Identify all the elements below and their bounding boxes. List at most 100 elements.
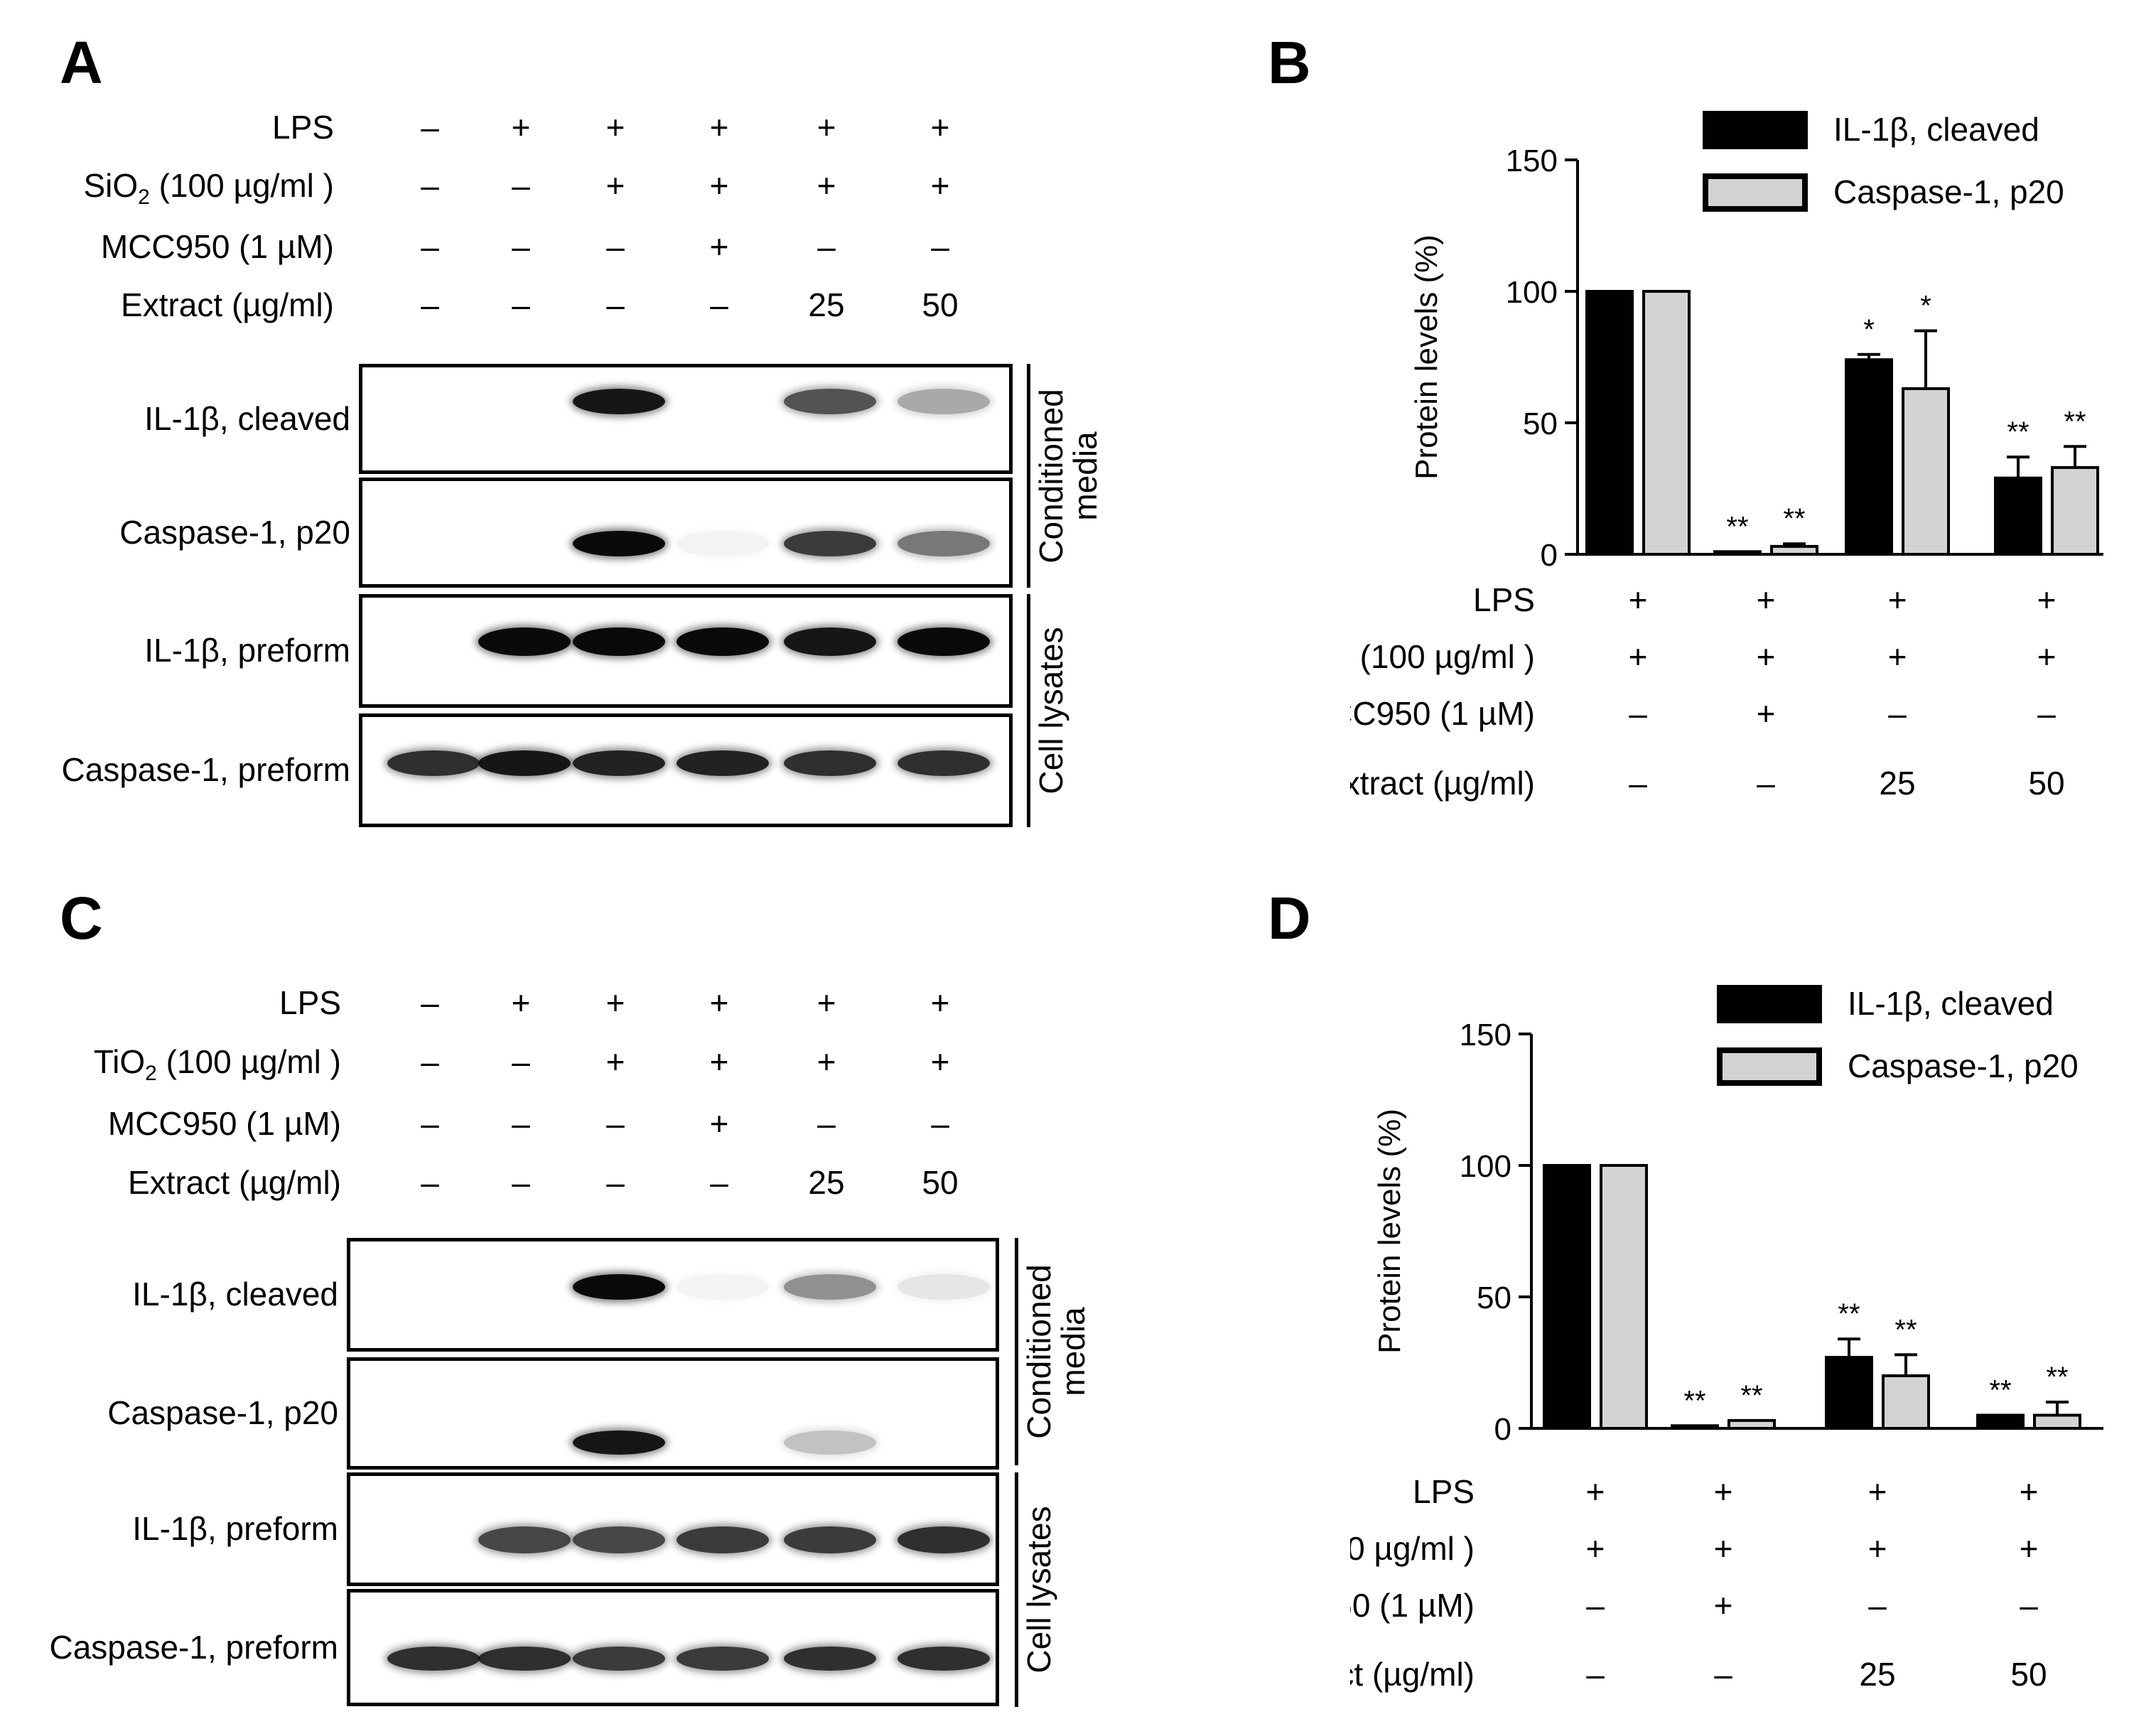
condition-value: 50 — [922, 286, 959, 323]
condition-value: + — [605, 167, 625, 204]
legend-swatch — [1717, 985, 1822, 1023]
condition-value: – — [931, 228, 949, 265]
condition-value: + — [1714, 1587, 1733, 1624]
blot-band — [898, 1646, 990, 1671]
blot-strip — [347, 1238, 999, 1352]
condition-value: + — [2020, 1473, 2039, 1510]
blot-band — [898, 530, 990, 556]
blot-band — [898, 1526, 990, 1553]
legend-swatch — [1703, 111, 1808, 149]
condition-value: + — [816, 1043, 836, 1080]
condition-label: LPS — [1413, 1473, 1475, 1510]
condition-label: MCC950 (1 µM) — [1350, 1587, 1475, 1624]
condition-value: 50 — [2028, 765, 2064, 802]
blot-band — [784, 1646, 876, 1671]
blot-band — [677, 750, 769, 776]
condition-value: 25 — [808, 286, 845, 323]
legend-label: IL-1β, cleaved — [1833, 111, 2039, 148]
blot-strip — [347, 1357, 999, 1470]
blot-band — [784, 388, 876, 414]
condition-label: LPS — [279, 984, 341, 1021]
condition-value: – — [606, 228, 625, 265]
blot-band — [677, 1646, 769, 1671]
blot-band — [478, 1646, 571, 1671]
condition-value: 50 — [2010, 1656, 2047, 1693]
significance-label: ** — [1740, 1380, 1762, 1411]
condition-value: 25 — [1879, 765, 1915, 802]
condition-value: + — [1586, 1473, 1605, 1510]
blot-band — [478, 750, 571, 776]
condition-label: MCC950 (1 µM) — [107, 1105, 341, 1142]
condition-value: + — [1757, 695, 1776, 732]
blot-band — [478, 627, 571, 656]
condition-value: + — [709, 228, 729, 265]
blot-band — [898, 388, 990, 414]
condition-value: + — [511, 109, 531, 146]
condition-label: SiO2 (100 µg/ml ) — [83, 167, 334, 210]
condition-value: + — [1714, 1530, 1733, 1567]
group-label: Cell lysates — [1033, 627, 1069, 794]
blot-band — [573, 1274, 665, 1300]
blot-strip — [359, 713, 1013, 827]
blot-band — [573, 1430, 665, 1455]
bar — [1902, 387, 1950, 556]
condition-value: – — [1868, 1587, 1887, 1624]
y-tick-label: 150 — [1460, 1018, 1511, 1052]
group-bracket — [1015, 1472, 1018, 1707]
condition-value: + — [1757, 638, 1776, 675]
condition-value: + — [1888, 581, 1907, 618]
blot-label: Caspase-1, p20 — [107, 1394, 338, 1431]
condition-value: – — [931, 1105, 949, 1142]
condition-value: – — [1629, 695, 1647, 732]
condition-value: – — [512, 1105, 530, 1142]
condition-label: MCC950 (1 µM) — [1350, 695, 1535, 732]
condition-value: – — [1888, 695, 1907, 732]
bar — [1642, 290, 1691, 556]
blot-label: Caspase-1, preform — [49, 1628, 339, 1666]
blot-label: IL-1β, preform — [144, 632, 350, 669]
y-tick-label: 100 — [1506, 275, 1558, 310]
bar — [1728, 1418, 1776, 1430]
panel-label-b: B — [1268, 29, 1311, 96]
condition-value: – — [512, 286, 530, 323]
panel-label-c: C — [60, 885, 103, 952]
condition-value: + — [1868, 1530, 1887, 1567]
y-axis-label: Protein levels (%) — [1372, 1109, 1407, 1354]
condition-value: + — [1714, 1473, 1733, 1510]
condition-value: + — [2037, 581, 2057, 618]
bar — [1543, 1164, 1591, 1430]
condition-value: – — [421, 228, 439, 265]
bar — [1600, 1164, 1648, 1430]
y-tick-label: 0 — [1494, 1412, 1511, 1447]
condition-value: – — [1714, 1656, 1732, 1693]
condition-value: + — [930, 984, 950, 1021]
condition-value: – — [2020, 1587, 2038, 1624]
bar — [1994, 476, 2042, 556]
condition-label: Extract (µg/ml) — [128, 1164, 341, 1201]
significance-label: ** — [1683, 1385, 1705, 1416]
blot-band — [573, 750, 665, 776]
legend-swatch — [1703, 173, 1808, 212]
blot-band — [573, 530, 665, 556]
group-label: Conditioned media — [1033, 388, 1104, 564]
condition-label: Extract (µg/ml) — [121, 286, 334, 323]
condition-value: – — [512, 228, 530, 265]
bar — [2051, 465, 2099, 556]
blot-label: IL-1β, preform — [132, 1510, 338, 1547]
y-axis-label: Protein levels (%) — [1409, 235, 1444, 480]
condition-value: – — [512, 1164, 530, 1201]
condition-value: – — [606, 1164, 625, 1201]
blot-label: Caspase-1, preform — [61, 751, 351, 788]
panel-label-d: D — [1268, 885, 1311, 952]
group-label: Conditioned media — [1020, 1264, 1092, 1439]
bar — [1976, 1413, 2025, 1430]
bar-chart-d: 0 50 100 150 Protein levels (%) ** ** ** ** ** ** I… — [1350, 985, 2103, 1693]
condition-value: – — [817, 228, 836, 265]
condition-value: – — [421, 1164, 439, 1201]
blot-band — [784, 627, 876, 656]
condition-value: – — [710, 1164, 728, 1201]
condition-value: – — [1586, 1587, 1605, 1624]
blot-strip — [359, 364, 1013, 474]
blot-band — [573, 627, 665, 656]
